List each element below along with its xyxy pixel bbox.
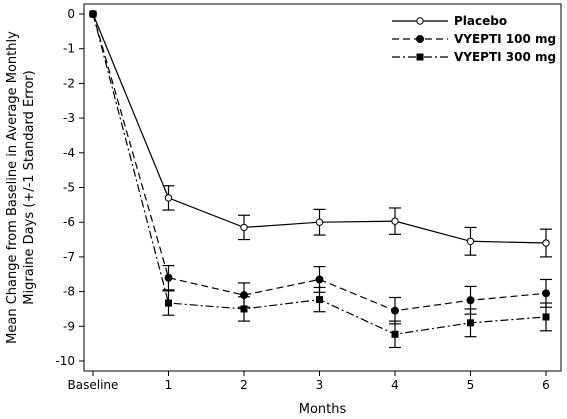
x-tick-label: 5 [467,378,475,392]
y-axis: 0 -1 -2 -3 -4 -5 -6 -7 -8 -9 -10 [55,7,84,368]
data-point [416,53,424,61]
y-tick-label: -7 [63,250,75,264]
x-tick-label: Baseline [68,378,119,392]
data-point [467,319,474,327]
data-point [240,223,248,232]
series-layer [89,10,552,349]
data-point [416,17,424,25]
y-tick-label: -1 [63,42,75,56]
x-tick-label: 3 [316,378,324,392]
data-point [89,10,97,18]
data-point [542,239,550,247]
data-point [316,296,323,304]
y-tick-label: -4 [63,146,75,160]
legend-label: VYEPTI 100 mg [454,32,556,46]
data-point [391,306,399,315]
data-point [391,217,399,225]
x-tick-label: 1 [165,378,173,392]
data-point [542,313,550,321]
data-point [164,273,173,282]
y-tick-label: -9 [63,319,75,333]
legend-label: Placebo [454,14,507,28]
x-axis-title: Months [299,402,347,417]
y-tick-label: -10 [55,354,75,368]
y-tick-label: 0 [67,7,75,21]
data-point [466,296,475,305]
data-point [542,289,550,298]
x-tick-label: 2 [240,378,248,392]
data-point [391,330,399,338]
series-line [92,13,547,244]
series-placebo [89,10,552,258]
y-tick-label: -3 [63,111,75,125]
series-vyepti-300-mg [89,10,552,349]
x-tick-label: 6 [542,378,550,392]
y-tick-label: -5 [63,181,75,195]
y-tick-label: -2 [63,76,75,90]
y-axis-title-line: Mean Change from Baseline in Average Mon… [5,31,20,344]
y-tick-label: -6 [63,215,75,229]
data-point [240,305,248,313]
data-point [315,218,324,226]
data-point [164,194,173,202]
x-axis: Baseline 1 2 3 4 5 6 [68,371,550,392]
data-point [466,237,475,245]
y-axis-title-line: Migraine Days (+/-1 Standard Error) [22,70,37,304]
legend-label: VYEPTI 300 mg [454,50,556,64]
data-point [416,35,424,43]
y-tick-label: -8 [63,285,75,299]
legend: Placebo VYEPTI 100 mg VYEPTI 300 mg [392,14,556,64]
y-axis-title: Mean Change from Baseline in Average Mon… [5,31,37,344]
x-tick-label: 4 [391,378,399,392]
data-point [165,299,172,307]
data-point [315,275,324,284]
